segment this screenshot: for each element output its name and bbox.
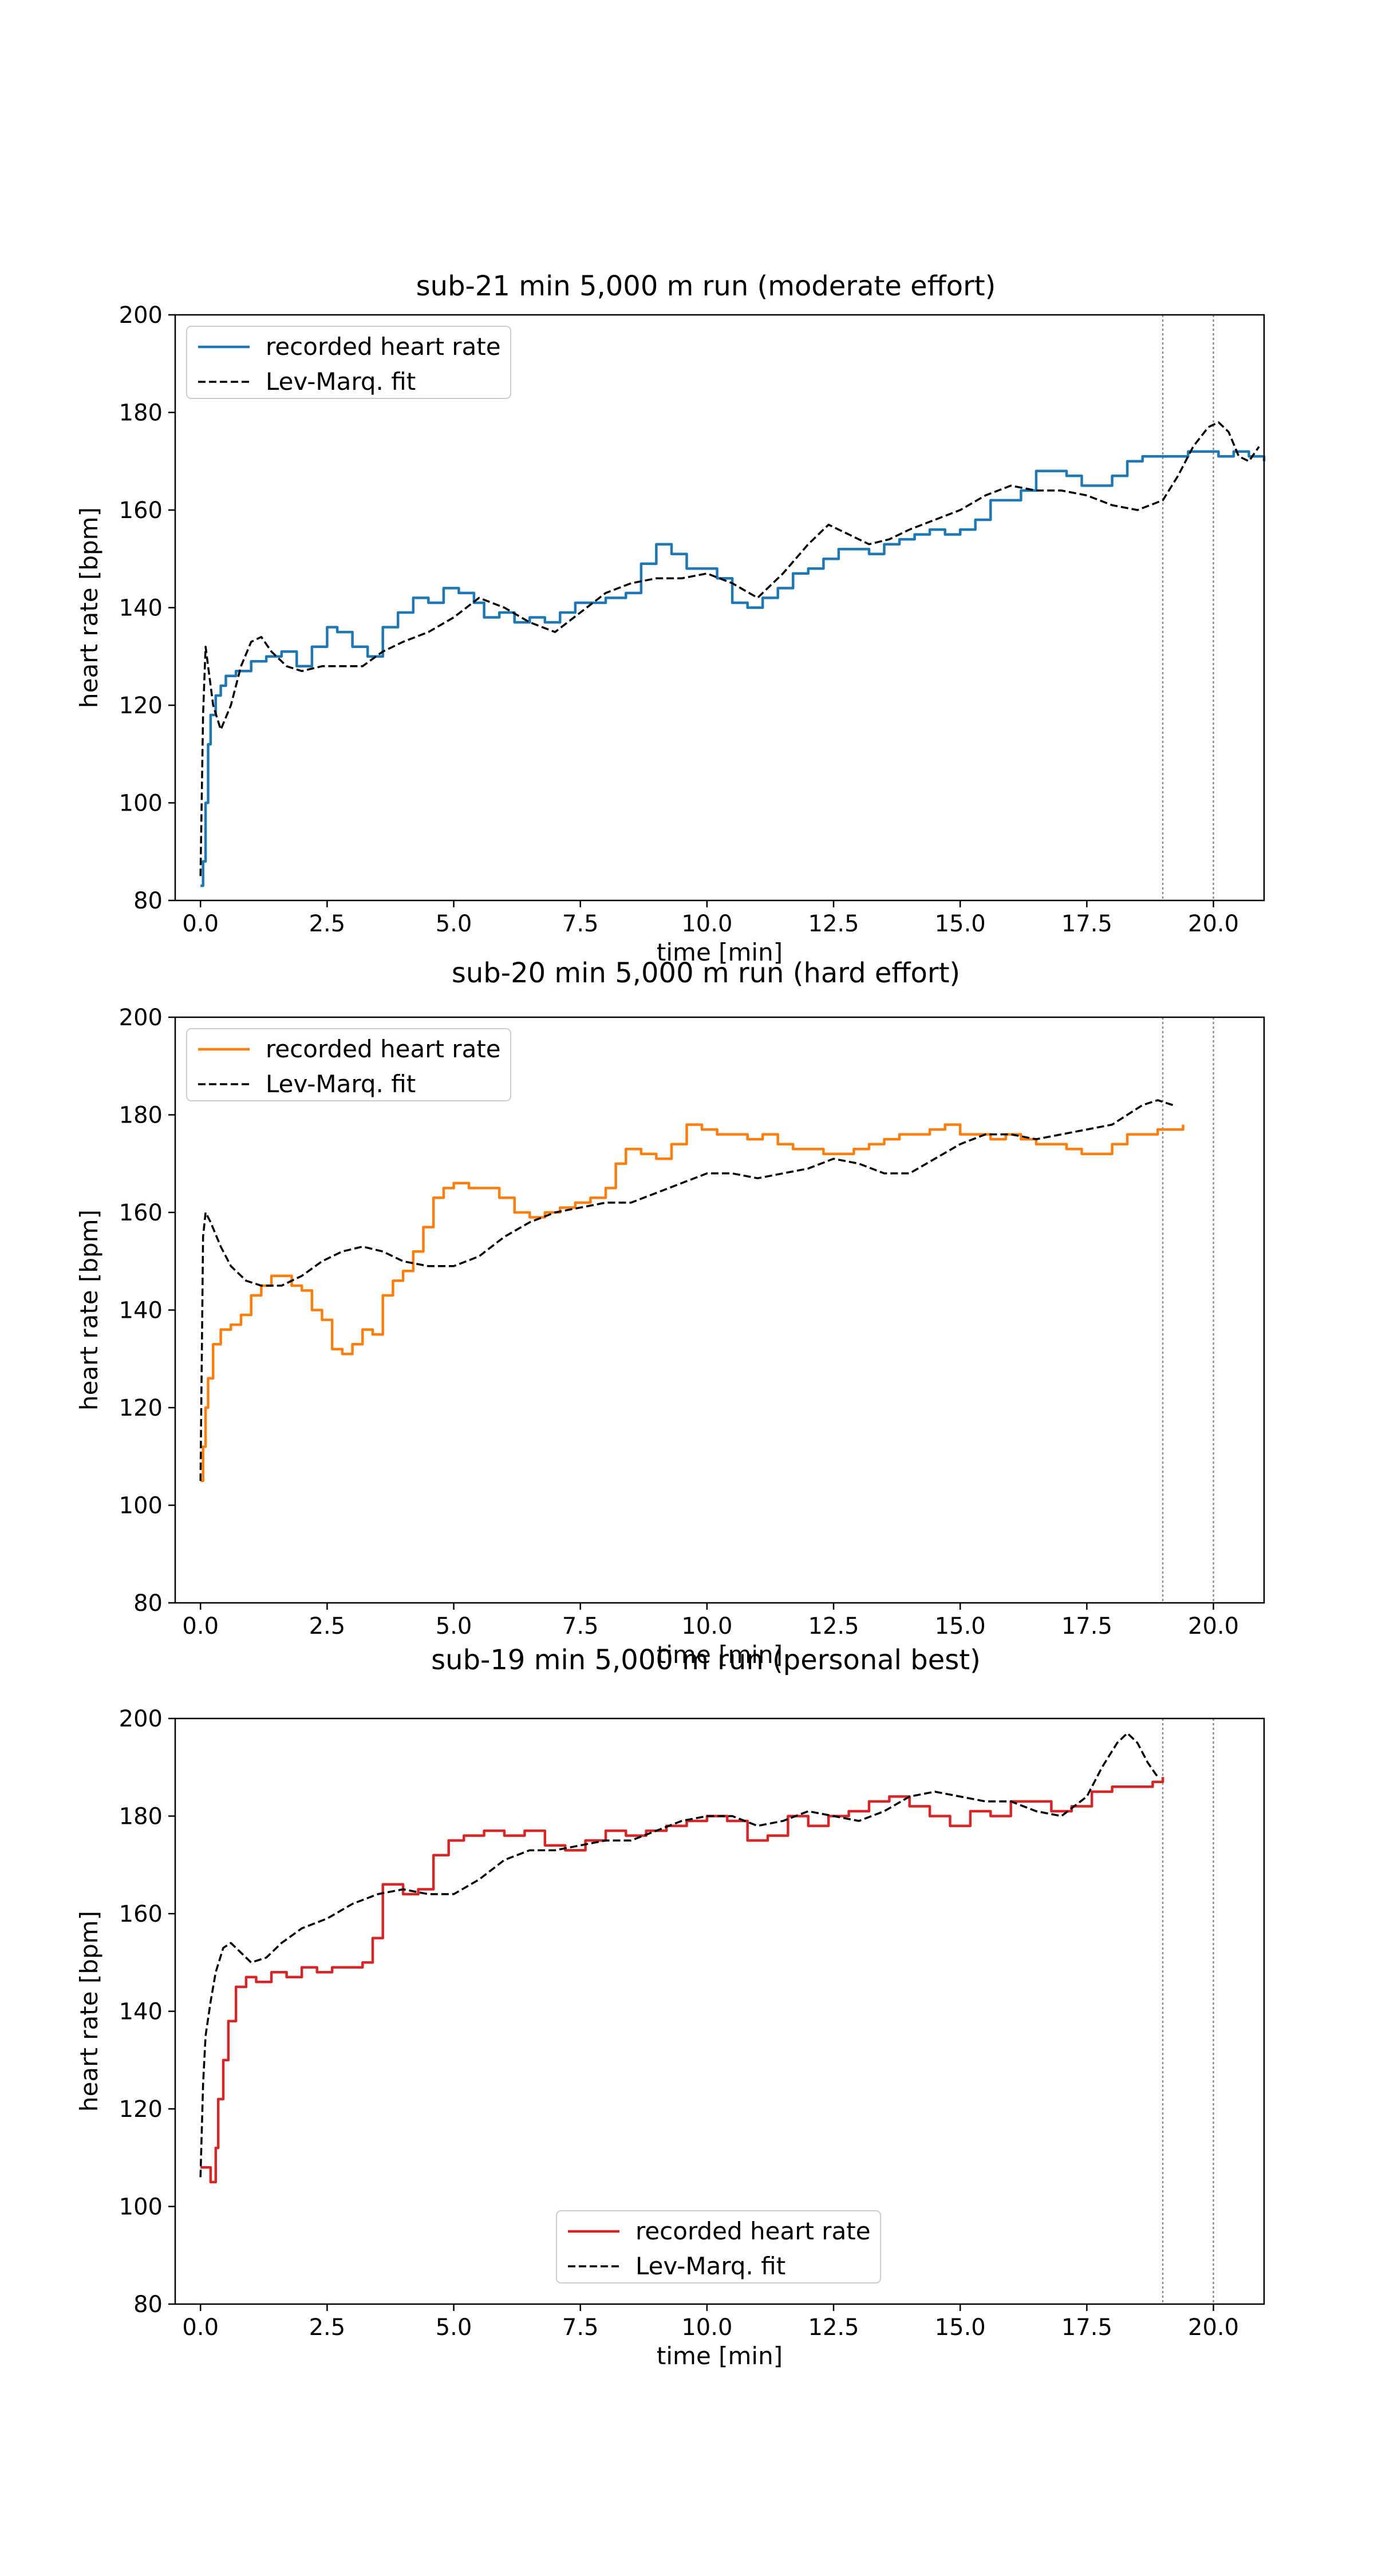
legend-box — [186, 1028, 511, 1101]
x-tick-label: 12.5 — [808, 2314, 859, 2341]
series-line-lev-marq-fit — [199, 1099, 1174, 1481]
x-axis-label: time [min] — [657, 1641, 783, 1669]
subplot-hard-effort: sub-20 min 5,000 m run (hard effort) 0.0… — [75, 957, 1265, 1669]
subplot-title: sub-21 min 5,000 m run (moderate effort) — [416, 270, 996, 302]
x-tick-label: 7.5 — [562, 2314, 599, 2341]
y-tick-label: 200 — [119, 302, 163, 329]
legend: recorded heart rate Lev-Marq. fit — [186, 326, 511, 399]
y-tick-label: 180 — [119, 400, 163, 426]
y-tick-label: 100 — [119, 1493, 163, 1519]
x-tick-label: 15.0 — [935, 911, 986, 937]
y-axis-label: heart rate [bpm] — [75, 507, 103, 708]
y-tick-label: 100 — [119, 2194, 163, 2221]
x-tick-label: 5.0 — [436, 1613, 472, 1639]
y-tick-label: 180 — [119, 1103, 163, 1129]
x-tick-label: 17.5 — [1061, 1613, 1112, 1639]
vertical-reference-lines — [1162, 315, 1214, 900]
subplot-title: sub-20 min 5,000 m run (hard effort) — [452, 957, 960, 989]
x-tick-label: 5.0 — [436, 911, 472, 937]
y-tick-label: 80 — [133, 1590, 163, 1617]
x-tick-label: 10.0 — [681, 2314, 732, 2341]
x-tick-label: 20.0 — [1188, 2314, 1239, 2341]
x-tick-label: 10.0 — [681, 1613, 732, 1639]
y-tick-label: 180 — [119, 1804, 163, 1830]
x-tick-label: 10.0 — [681, 911, 732, 937]
y-tick-label: 120 — [119, 2096, 163, 2123]
x-tick-label: 17.5 — [1061, 911, 1112, 937]
x-tick-label: 20.0 — [1188, 911, 1239, 937]
vertical-reference-lines — [1162, 1017, 1214, 1603]
x-tick-label: 0.0 — [182, 1613, 219, 1639]
x-axis-label: time [min] — [657, 938, 783, 966]
legend-box — [556, 2210, 881, 2283]
x-tick-label: 2.5 — [309, 911, 346, 937]
y-tick-label: 140 — [119, 595, 163, 622]
plot-area — [199, 1099, 1185, 1483]
subplot-moderate-effort: sub-21 min 5,000 m run (moderate effort)… — [75, 270, 1266, 966]
x-tick-label: 2.5 — [309, 1613, 346, 1639]
x-tick-label: 12.5 — [808, 1613, 859, 1639]
series-line-recorded-heart-rate — [200, 450, 1266, 887]
x-tick-label: 0.0 — [182, 2314, 219, 2341]
x-tick-label: 15.0 — [935, 2314, 986, 2341]
axis-ticks: 0.0 2.5 5.0 7.5 10.0 12.5 15.0 17.5 20.0 80 100 120… — [119, 302, 1239, 937]
axis-ticks: 0.0 2.5 5.0 7.5 10.0 12.5 15.0 17.5 20.0 80 100 120… — [119, 1706, 1239, 2341]
legend-label-lev-marq-fit: Lev-Marq. fit — [635, 2252, 785, 2280]
x-tick-label: 5.0 — [436, 2314, 472, 2341]
x-tick-label: 12.5 — [808, 911, 859, 937]
legend: recorded heart rate Lev-Marq. fit — [556, 2210, 881, 2283]
y-tick-label: 80 — [133, 2291, 163, 2318]
subplot-title: sub-19 min 5,000 m run (personal best) — [431, 1644, 981, 1676]
y-tick-label: 120 — [119, 1395, 163, 1421]
x-tick-label: 0.0 — [182, 911, 219, 937]
x-tick-label: 7.5 — [562, 911, 599, 937]
axes-frame — [174, 1016, 1265, 1604]
y-tick-label: 120 — [119, 693, 163, 719]
legend-label-lev-marq-fit: Lev-Marq. fit — [266, 1070, 416, 1098]
x-tick-label: 7.5 — [562, 1613, 599, 1639]
series-line-recorded-heart-rate — [200, 1123, 1185, 1483]
subplot-personal-best: sub-19 min 5,000 m run (personal best) 0… — [75, 1644, 1265, 2370]
x-tick-label: 20.0 — [1188, 1613, 1239, 1639]
series-line-lev-marq-fit — [199, 1732, 1159, 2178]
y-tick-label: 160 — [119, 1200, 163, 1226]
x-tick-label: 2.5 — [309, 2314, 346, 2341]
legend-label-recorded-heart-rate: recorded heart rate — [635, 2217, 871, 2245]
y-tick-label: 100 — [119, 791, 163, 817]
legend-label-recorded-heart-rate: recorded heart rate — [266, 1035, 501, 1063]
y-tick-label: 160 — [119, 1901, 163, 1927]
y-tick-label: 140 — [119, 1298, 163, 1324]
legend: recorded heart rate Lev-Marq. fit — [186, 1028, 511, 1101]
y-tick-label: 200 — [119, 1706, 163, 1732]
legend-label-lev-marq-fit: Lev-Marq. fit — [266, 368, 416, 396]
y-axis-label: heart rate [bpm] — [75, 1911, 103, 2112]
plot-area — [199, 1732, 1164, 2184]
vertical-reference-lines — [1162, 1718, 1214, 2304]
x-tick-label: 15.0 — [935, 1613, 986, 1639]
axes-frame — [174, 1717, 1265, 2305]
series-line-lev-marq-fit — [199, 421, 1260, 876]
legend-box — [186, 326, 511, 399]
y-tick-label: 140 — [119, 1999, 163, 2025]
y-tick-label: 160 — [119, 497, 163, 524]
y-tick-label: 80 — [133, 888, 163, 914]
axis-ticks: 0.0 2.5 5.0 7.5 10.0 12.5 15.0 17.5 20.0 80 100 120… — [119, 1005, 1239, 1639]
plot-area — [199, 421, 1266, 887]
y-axis-label: heart rate [bpm] — [75, 1210, 103, 1411]
y-tick-label: 200 — [119, 1005, 163, 1031]
x-tick-label: 17.5 — [1061, 2314, 1112, 2341]
x-axis-label: time [min] — [657, 2342, 783, 2370]
legend-label-recorded-heart-rate: recorded heart rate — [266, 333, 501, 361]
axes-frame — [174, 314, 1265, 902]
